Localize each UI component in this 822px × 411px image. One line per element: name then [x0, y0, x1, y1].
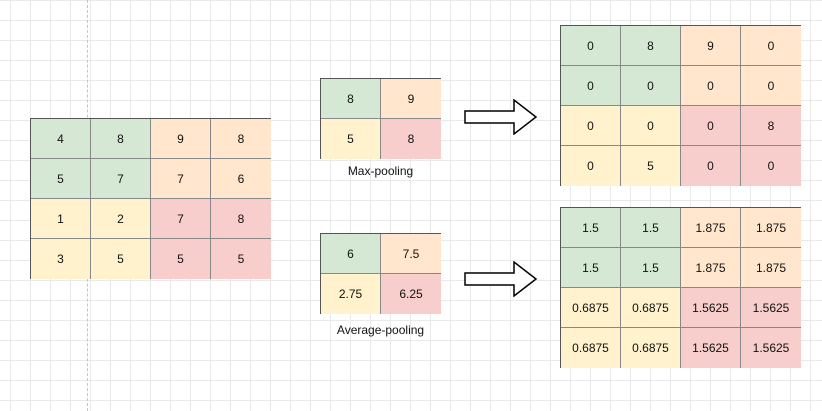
average-pooling-output: 6 7.5 2.75 6.25	[320, 233, 441, 314]
grid-cell: 2.75	[321, 274, 381, 314]
grid-cell: 0.6875	[621, 328, 681, 368]
grid-cell: 1.5	[621, 248, 681, 288]
grid-cell: 1.5	[621, 208, 681, 248]
grid-cell: 0	[561, 26, 621, 66]
grid-cell: 0	[681, 106, 741, 146]
grid-cell: 0	[741, 66, 801, 106]
max-pooling-caption: Max-pooling	[347, 164, 414, 178]
grid-cell: 2	[91, 199, 151, 239]
grid-cell: 6	[321, 234, 381, 274]
grid-cell: 8	[741, 106, 801, 146]
grid-cell: 5	[211, 239, 271, 279]
grid-cell: 1.5625	[741, 288, 801, 328]
grid-cell: 8	[211, 199, 271, 239]
grid-cell: 8	[621, 26, 681, 66]
grid-cell: 5	[91, 239, 151, 279]
grid-cell: 7	[91, 159, 151, 199]
grid-cell: 4	[31, 119, 91, 159]
grid-cell: 0	[681, 66, 741, 106]
grid-cell: 8	[211, 119, 271, 159]
grid-cell: 9	[151, 119, 211, 159]
grid-cell: 9	[381, 79, 441, 119]
grid-cell: 1.5625	[681, 288, 741, 328]
grid-cell: 1.875	[681, 208, 741, 248]
right-arrow-icon	[464, 261, 538, 297]
grid-cell: 0.6875	[561, 288, 621, 328]
grid-cell: 1.875	[741, 208, 801, 248]
grid-cell: 1.875	[681, 248, 741, 288]
grid-cell: 1	[31, 199, 91, 239]
right-arrow-icon	[464, 99, 538, 135]
grid-cell: 8	[321, 79, 381, 119]
grid-cell: 6.25	[381, 274, 441, 314]
average-pooling-caption: Average-pooling	[336, 323, 425, 337]
grid-cell: 0	[741, 146, 801, 186]
grid-cell: 0.6875	[561, 328, 621, 368]
grid-cell: 9	[681, 26, 741, 66]
grid-cell: 8	[381, 119, 441, 159]
grid-cell: 0	[561, 146, 621, 186]
grid-cell: 7.5	[381, 234, 441, 274]
grid-cell: 5	[151, 239, 211, 279]
grid-cell: 0	[561, 66, 621, 106]
grid-cell: 1.5	[561, 248, 621, 288]
grid-cell: 6	[211, 159, 271, 199]
grid-cell: 1.5625	[741, 328, 801, 368]
grid-cell: 0	[561, 106, 621, 146]
grid-cell: 1.5	[561, 208, 621, 248]
grid-cell: 0	[621, 106, 681, 146]
grid-cell: 8	[91, 119, 151, 159]
grid-cell: 5	[621, 146, 681, 186]
grid-cell: 1.5625	[681, 328, 741, 368]
grid-cell: 0	[681, 146, 741, 186]
grid-cell: 7	[151, 159, 211, 199]
grid-cell: 0.6875	[621, 288, 681, 328]
grid-cell: 3	[31, 239, 91, 279]
grid-cell: 1.875	[741, 248, 801, 288]
grid-cell: 7	[151, 199, 211, 239]
grid-cell: 0	[741, 26, 801, 66]
grid-cell: 5	[321, 119, 381, 159]
average-unpooling-result: 1.5 1.5 1.875 1.875 1.5 1.5 1.875 1.875 0.6875 0.…	[560, 207, 801, 368]
grid-cell: 5	[31, 159, 91, 199]
grid-cell: 0	[621, 66, 681, 106]
